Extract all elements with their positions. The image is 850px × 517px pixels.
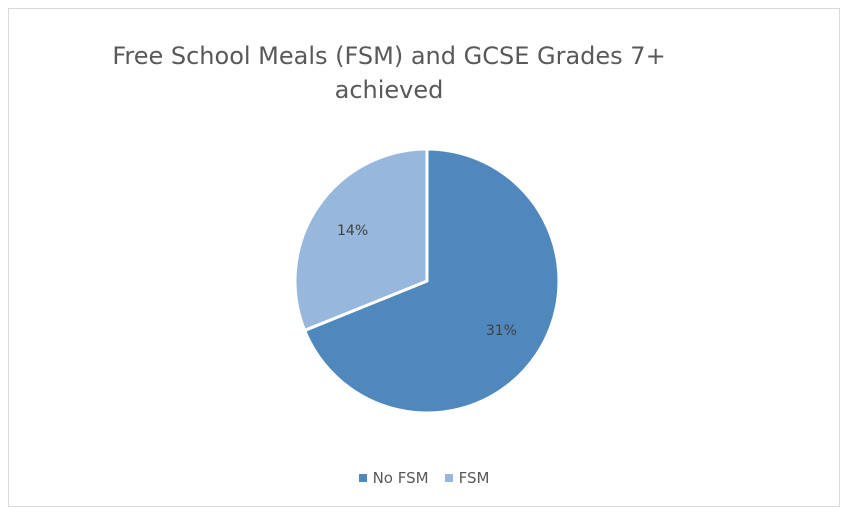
legend-item-no-fsm: No FSM: [358, 469, 429, 487]
chart-title: Free School Meals (FSM) and GCSE Grades …: [69, 39, 709, 107]
pie-chart: 31% 14%: [293, 147, 561, 415]
legend-label: No FSM: [372, 469, 429, 487]
data-label-fsm: 14%: [337, 223, 368, 239]
pie-slice-fsm: [293, 147, 429, 332]
legend-swatch: [358, 474, 367, 482]
data-label-no-fsm: 31%: [486, 323, 517, 339]
legend-swatch: [444, 474, 453, 482]
pie-slice-no-fsm: [303, 147, 561, 415]
chart-area: Free School Meals (FSM) and GCSE Grades …: [8, 8, 840, 507]
legend-item-fsm: FSM: [444, 469, 490, 487]
pie-slices: [293, 147, 561, 415]
pie-data-labels: 31% 14%: [337, 223, 517, 339]
legend: No FSM FSM: [9, 469, 839, 487]
chart-title-line-2: achieved: [334, 76, 444, 104]
legend-label: FSM: [458, 469, 490, 487]
chart-title-line-1: Free School Meals (FSM) and GCSE Grades …: [112, 42, 666, 70]
